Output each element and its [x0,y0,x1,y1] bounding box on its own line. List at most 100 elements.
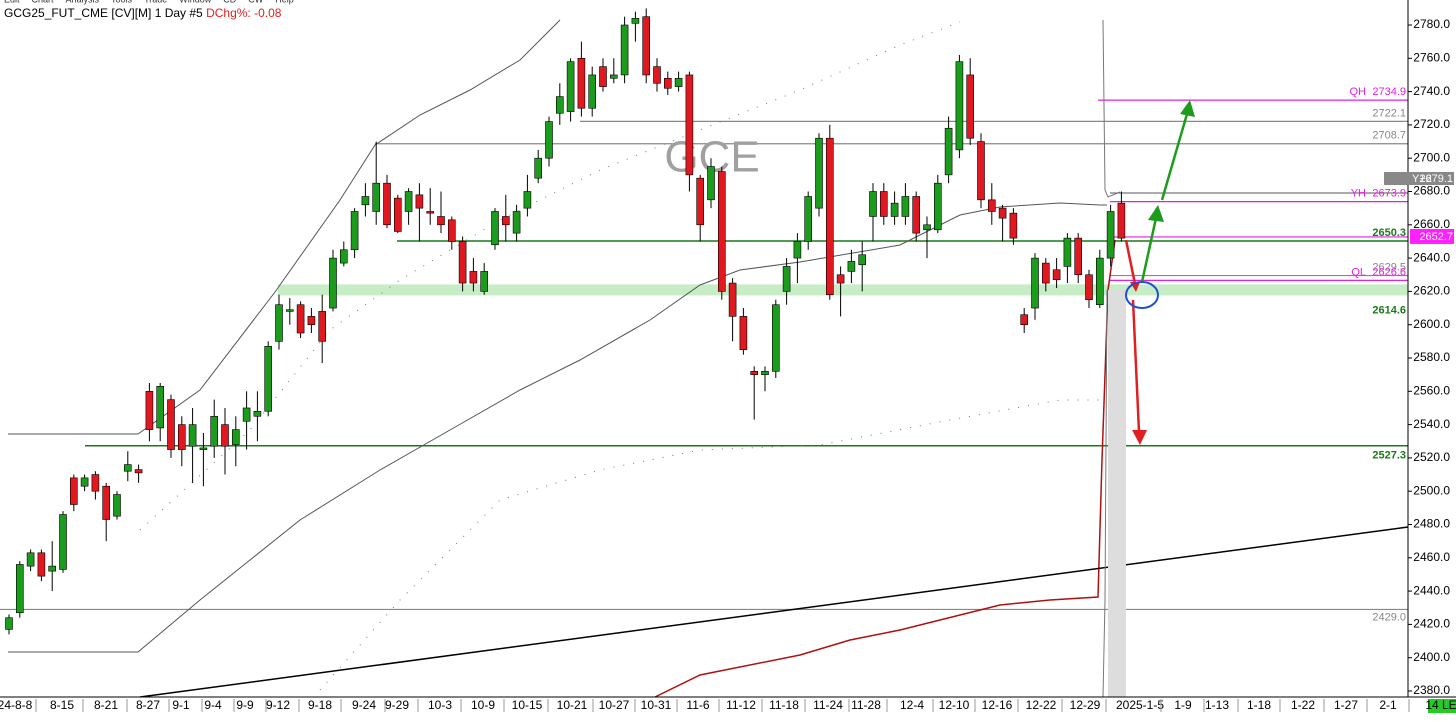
candle-body [707,166,715,201]
candle-body [242,407,251,422]
x-tick-label: 9-1 [172,698,190,712]
level-tags: 2734.9 QH 2722.1 2708.7 2679.1Y+2 2673.9 YH 265… [1350,86,1454,623]
candle-body [469,271,478,284]
time-axis-bg [0,697,1456,722]
candle-body [620,24,629,76]
level-tag: QH [1350,86,1367,98]
candle-body [577,57,586,109]
y-tick-label: 2440.0 [1413,583,1450,597]
candle-body [599,66,607,87]
candle-body [1096,257,1104,306]
candle-body [901,196,910,217]
candle-body [415,194,424,209]
shaded-column [1108,290,1126,697]
x-tick-label: 1-27 [1334,698,1358,712]
menu-item[interactable]: Chart [32,0,55,4]
moving-average [8,202,1107,653]
x-tick-label: 11-28 [851,698,881,712]
candle-body [1031,257,1039,309]
menu-item[interactable]: Tools [111,0,133,4]
red-arrow [1124,239,1137,285]
level-value: 2679.1 [1419,173,1453,185]
level-value: 2673.9 [1372,188,1406,200]
candle-body [1020,314,1029,325]
candle-body [987,199,996,212]
candle-body [523,191,532,209]
candle-body [437,216,445,226]
menu-item[interactable]: CW [248,0,263,4]
x-tick-label: 1-22 [1291,698,1315,712]
time-axis: 24-8-8 8-15 8-21 8-27 9-1 9-4 9-9 9-12 9-18 9-24 9… [0,698,1456,713]
candle-body [923,224,931,231]
x-tick-label: 8-21 [94,698,118,712]
level-value: 2429.0 [1372,611,1406,623]
x-tick-label: 12-16 [982,698,1013,712]
menu-item[interactable]: Analysis [66,0,100,4]
candle-body [890,202,899,217]
menu-item[interactable]: CD [223,0,236,4]
x-tick-label: 8-27 [136,698,160,712]
y-tick-label: 2660.0 [1413,217,1450,231]
candle-body [285,309,294,312]
change-label: DChg%: [206,6,251,20]
candle-body [998,207,1007,219]
menu-bar: Edit Chart Analysis Tools Trade Window CD CW Hel… [4,0,294,4]
candle-body [221,424,229,447]
x-tick-label: 9-18 [308,698,332,712]
candle-body [588,74,597,109]
x-tick-label: 10-27 [599,698,630,712]
candle-body [685,74,694,176]
level-tag: QL [1351,266,1366,278]
menu-item[interactable]: Trade [144,0,167,4]
candle-body [91,474,100,492]
candle-body [933,182,942,231]
candle-body [253,410,262,417]
y-tick-label: 2480.0 [1413,517,1450,531]
arrowhead [1132,430,1147,445]
menu-item[interactable]: Help [275,0,294,4]
gray-spike-low [1102,289,1108,698]
level-value: 2614.6 [1372,304,1406,316]
candle-body [372,182,381,212]
candle-body [609,74,618,79]
y-tick-label: 2600.0 [1413,317,1450,331]
candle-body [383,182,391,226]
arrowhead [1148,205,1164,222]
menu-item[interactable]: Window [179,0,212,4]
candle-body [1117,202,1126,239]
x-tick-label: 9-29 [385,698,409,712]
candle-body [264,346,273,412]
y-tick-label: 2620.0 [1413,284,1450,298]
x-tick-label: 2-1 [1379,698,1397,712]
candle-body [955,61,964,151]
candle-body [178,424,186,450]
level-tag: YH [1351,188,1366,200]
candle-body [566,61,575,112]
support-band [278,284,1408,296]
price-axis: 2380.0 2400.0 2420.0 2440.0 2460.0 2480.0 2500… [1408,17,1450,697]
y-tick-label: 2520.0 [1413,450,1450,464]
candle-body [307,316,316,325]
level-value: 2629.5 [1372,261,1406,273]
candle-body [825,137,834,296]
y-tick-label: 2380.0 [1413,683,1450,697]
candle-body [977,141,985,201]
candle-body [80,477,89,487]
y-tick-label: 2720.0 [1413,117,1450,131]
candle-body [728,282,737,317]
x-tick-label: 12-4 [900,698,924,712]
y-tick-label: 2420.0 [1413,617,1450,631]
candle-body [804,196,813,242]
candle-body [113,494,121,517]
x-tick-label: 10-3 [428,698,452,712]
candle-body [491,211,499,246]
menu-item[interactable]: Edit [4,0,20,4]
candle-body [1106,211,1115,259]
candle-body [480,271,489,292]
x-tick-label: 11-12 [726,698,756,712]
candle-body [782,266,791,292]
indicators [8,19,1409,698]
level-value: 2734.9 [1372,86,1406,98]
